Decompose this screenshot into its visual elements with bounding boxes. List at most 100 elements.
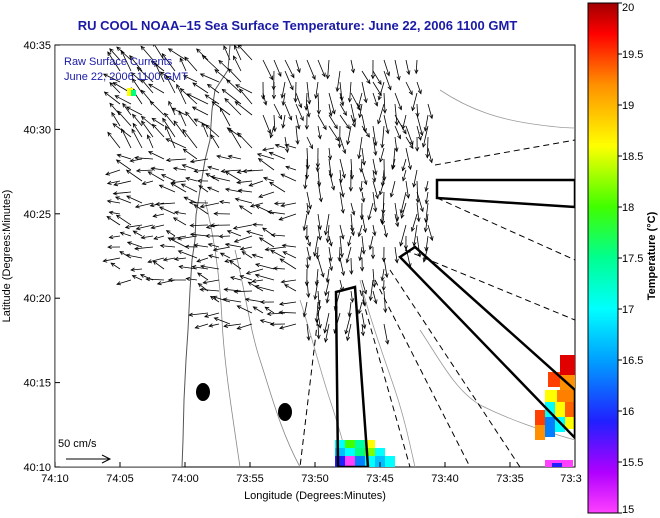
current-vector	[359, 246, 363, 261]
current-vector-head	[372, 177, 377, 183]
current-vector	[168, 237, 187, 248]
current-vector-head	[280, 279, 286, 284]
current-vector	[328, 246, 332, 262]
current-vector	[171, 235, 187, 240]
current-vector	[372, 169, 376, 182]
current-vector	[269, 182, 286, 193]
current-vector-head	[350, 68, 355, 74]
current-vector-head	[205, 173, 211, 178]
current-vector-head	[115, 159, 121, 164]
current-vector	[383, 257, 388, 278]
current-vector	[259, 237, 275, 248]
current-vector-head	[410, 227, 415, 232]
current-vector-head	[196, 178, 202, 184]
x-axis-label: Longitude (Degrees:Minutes)	[244, 490, 386, 502]
current-vector	[179, 58, 187, 72]
station-marker	[196, 383, 210, 401]
current-vector-head	[147, 259, 153, 264]
surface-current-vectors	[102, 45, 434, 345]
current-vector-head	[362, 128, 367, 133]
current-vector	[281, 202, 297, 207]
current-vector-head	[140, 115, 146, 121]
current-vector-head	[150, 225, 156, 230]
sst-patch-right	[535, 355, 575, 467]
current-vector-head	[115, 214, 121, 219]
current-vector	[241, 251, 253, 259]
current-vector	[262, 59, 273, 80]
current-vector-head	[151, 117, 157, 123]
current-vector	[141, 79, 154, 94]
current-vector-head	[363, 289, 368, 295]
current-vector	[107, 200, 121, 204]
current-vector	[196, 257, 209, 262]
current-vector-head	[272, 266, 278, 271]
current-vector	[360, 180, 363, 192]
current-vector	[279, 301, 297, 305]
current-vector	[361, 312, 366, 329]
current-vector	[427, 103, 433, 119]
current-vector-head	[298, 103, 303, 109]
current-vector-head	[105, 171, 111, 176]
current-vector	[109, 235, 121, 238]
current-vector-head	[302, 312, 307, 318]
current-vector-head	[314, 318, 319, 323]
current-vector	[130, 158, 143, 162]
current-vector-head	[125, 169, 131, 174]
current-vector-head	[421, 143, 427, 148]
current-vector	[160, 245, 176, 248]
current-vector-head	[344, 329, 349, 335]
current-vector	[361, 213, 366, 233]
current-vector-head	[397, 134, 401, 140]
current-vector-head	[324, 291, 329, 297]
current-vector	[178, 110, 187, 127]
current-vector-head	[205, 224, 211, 229]
current-vector-head	[222, 297, 228, 302]
current-vector-head	[324, 338, 329, 343]
current-vector-head	[370, 254, 376, 260]
current-vector-head	[386, 71, 390, 77]
current-vector-head	[267, 129, 271, 135]
current-vector	[174, 211, 187, 215]
current-vector-head	[191, 106, 197, 111]
current-vector-head	[340, 192, 345, 198]
current-vector	[141, 120, 154, 138]
current-vector	[157, 279, 176, 285]
current-vector	[372, 191, 377, 212]
current-vector-head	[284, 143, 290, 148]
current-vector-head	[179, 57, 184, 63]
current-vector	[120, 232, 132, 237]
current-vector	[402, 158, 407, 171]
current-vector	[109, 211, 121, 215]
current-vector-head	[360, 266, 365, 272]
current-vector	[115, 95, 132, 105]
colorbar-tick-label: 16	[622, 406, 634, 418]
current-vector-head	[394, 258, 399, 264]
current-vector	[135, 202, 154, 208]
current-vector	[204, 312, 220, 318]
current-vector	[134, 246, 154, 250]
current-vector	[221, 169, 242, 172]
current-vector-head	[285, 165, 290, 170]
current-vector	[412, 92, 418, 111]
current-vector-head	[412, 182, 417, 188]
current-vector-head	[306, 293, 311, 299]
current-vector-head	[315, 254, 320, 260]
current-vector	[305, 92, 308, 110]
colorbar-tick-label: 19.5	[622, 49, 643, 61]
current-vector-head	[171, 107, 177, 112]
current-vector	[427, 147, 433, 163]
current-vector	[109, 82, 121, 94]
current-vector	[200, 202, 220, 208]
current-vector	[372, 136, 377, 156]
current-vector	[416, 125, 422, 141]
current-vector	[306, 235, 311, 247]
current-vector	[317, 180, 322, 202]
current-vector	[136, 224, 154, 230]
current-vector	[173, 120, 187, 138]
current-vector	[239, 275, 253, 281]
current-vector-head	[400, 213, 405, 219]
current-vector	[372, 268, 375, 287]
current-vector	[382, 213, 385, 225]
current-vector	[381, 202, 385, 223]
current-vector-head	[110, 262, 116, 267]
